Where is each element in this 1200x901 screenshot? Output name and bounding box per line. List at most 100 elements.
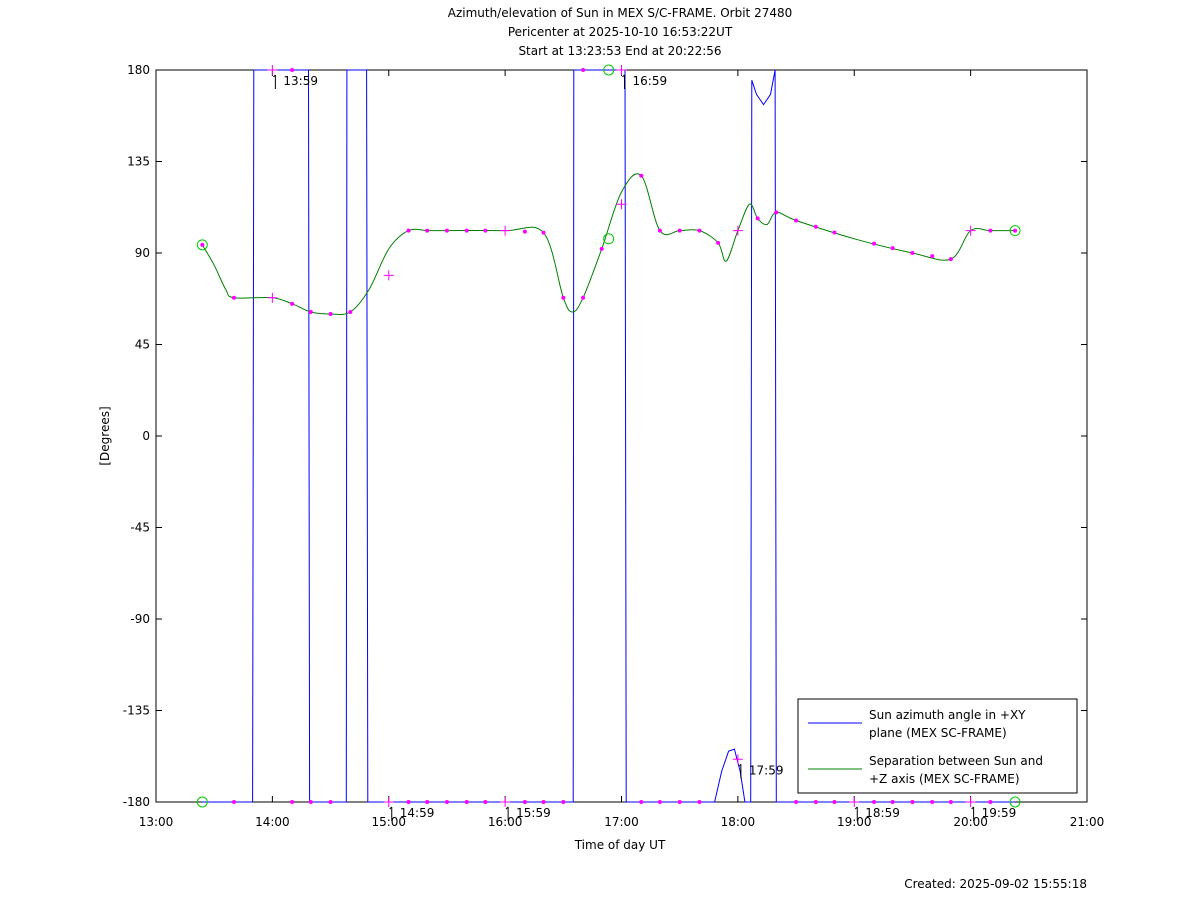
title-line: Start at 13:23:53 End at 20:22:56 (518, 44, 721, 58)
event-circle-marker (196, 796, 208, 808)
y-tick-label: -135 (123, 704, 150, 718)
azimuth-point (697, 800, 702, 804)
separation-point (200, 242, 205, 247)
azimuth-point (406, 800, 411, 804)
azimuth-point (444, 800, 449, 804)
separation-point (290, 301, 295, 306)
separation-point (308, 309, 313, 314)
annotation-group: 13:59 16:59 14:59 15:59 17:59 18:59 19:59 (273, 74, 1016, 821)
separation-point (464, 228, 469, 233)
azimuth-point (328, 800, 333, 804)
event-circle-marker (1009, 796, 1021, 808)
x-tick-label: 21:00 (1070, 815, 1105, 829)
separation-point (348, 309, 353, 314)
y-tick-label: -45 (130, 521, 150, 535)
azimuth-point (948, 800, 953, 804)
y-tick-label: 0 (142, 429, 150, 443)
separation-point (774, 210, 779, 215)
separation-point (910, 251, 915, 255)
plot-area (155, 69, 1088, 803)
azimuth-point (464, 800, 469, 804)
separation-point (599, 246, 604, 251)
x-tick-label: 19:00 (837, 815, 872, 829)
separation-point (794, 218, 799, 223)
x-tick-label: 16:00 (488, 815, 523, 829)
marker-group (196, 64, 1021, 808)
hour-cross-marker (500, 225, 511, 236)
azimuth-point (231, 800, 236, 804)
legend-entry: Sun azimuth angle in +XY (869, 708, 1026, 722)
separation-point (677, 228, 682, 233)
x-tick-label: 14:00 (255, 815, 290, 829)
azimuth-point (890, 800, 895, 804)
x-axis-label: Time of day UT (574, 838, 666, 852)
legend-entry: +Z axis (MEX SC-FRAME) (869, 772, 1020, 786)
hour-cross-marker (965, 225, 976, 236)
azimuth-point (483, 800, 488, 804)
legend: Sun azimuth angle in +XY plane (MEX SC-FR… (797, 698, 1078, 794)
azimuth-point (561, 800, 566, 804)
separation-point (832, 230, 837, 235)
azimuth-point (308, 800, 313, 804)
time-annotation: 16:59 (633, 74, 668, 88)
time-annotation: 18:59 (865, 806, 900, 820)
separation-point (813, 224, 818, 229)
annotation-tick (273, 74, 276, 78)
azimuth-point (290, 800, 295, 804)
separation-point (890, 246, 895, 251)
legend-entry: Separation between Sun and (869, 754, 1043, 768)
azimuth-point (930, 800, 935, 804)
separation-point (541, 230, 546, 235)
azimuth-point (541, 800, 546, 804)
azimuth-point (290, 68, 295, 72)
annotation-tick (622, 74, 625, 78)
separation-point (988, 228, 993, 233)
plot-border (155, 69, 1088, 803)
separation-point (483, 228, 488, 233)
azimuth-point (988, 800, 993, 804)
x-tick-label: 20:00 (953, 815, 988, 829)
separation-point (657, 228, 662, 233)
y-tick-label: 90 (135, 246, 150, 260)
y-tick-label: 135 (127, 155, 150, 169)
separation-point (948, 257, 953, 262)
azimuth-point (813, 800, 818, 804)
hour-cross-marker (616, 199, 627, 210)
y-tick-label: -90 (130, 612, 150, 626)
hour-cross-marker (500, 797, 511, 807)
hour-cross-marker (965, 797, 976, 807)
annotation-tick (738, 763, 742, 767)
hour-cross-marker (849, 797, 860, 807)
azimuth-point (794, 800, 799, 804)
hour-cross-marker (383, 270, 394, 281)
title-line: Pericenter at 2025-10-10 16:53:22UT (508, 25, 733, 39)
azimuth-point (832, 800, 837, 804)
x-tick-label: 15:00 (371, 815, 406, 829)
series-group (201, 69, 1016, 803)
x-tick-label: 13:00 (139, 815, 174, 829)
event-circle-marker (603, 64, 615, 76)
y-tick-label: -180 (123, 795, 150, 809)
time-annotation: 13:59 (283, 74, 318, 88)
y-tick-label: 180 (127, 63, 150, 77)
time-annotation: 14:59 (400, 806, 435, 820)
hour-cross-marker (616, 65, 627, 75)
title-line: Azimuth/elevation of Sun in MEX S/C-FRAM… (448, 6, 793, 20)
separation-point (1013, 228, 1018, 233)
separation-point (406, 228, 411, 233)
hour-cross-marker (267, 65, 278, 75)
y-axis-label: [Degrees] (98, 406, 112, 465)
x-tick-label: 18:00 (721, 815, 756, 829)
legend-box (797, 698, 1078, 794)
separation-point (872, 241, 877, 246)
created-timestamp: Created: 2025-09-02 15:55:18 (904, 877, 1087, 891)
annotation-tick (505, 806, 509, 810)
y-tick-label: 45 (135, 338, 150, 352)
separation-point (639, 173, 644, 178)
event-circle-marker (196, 239, 208, 251)
event-circle-marker (603, 233, 615, 245)
hour-cross-marker (732, 754, 743, 765)
separation-point (231, 295, 236, 300)
annotation-tick (854, 806, 858, 810)
